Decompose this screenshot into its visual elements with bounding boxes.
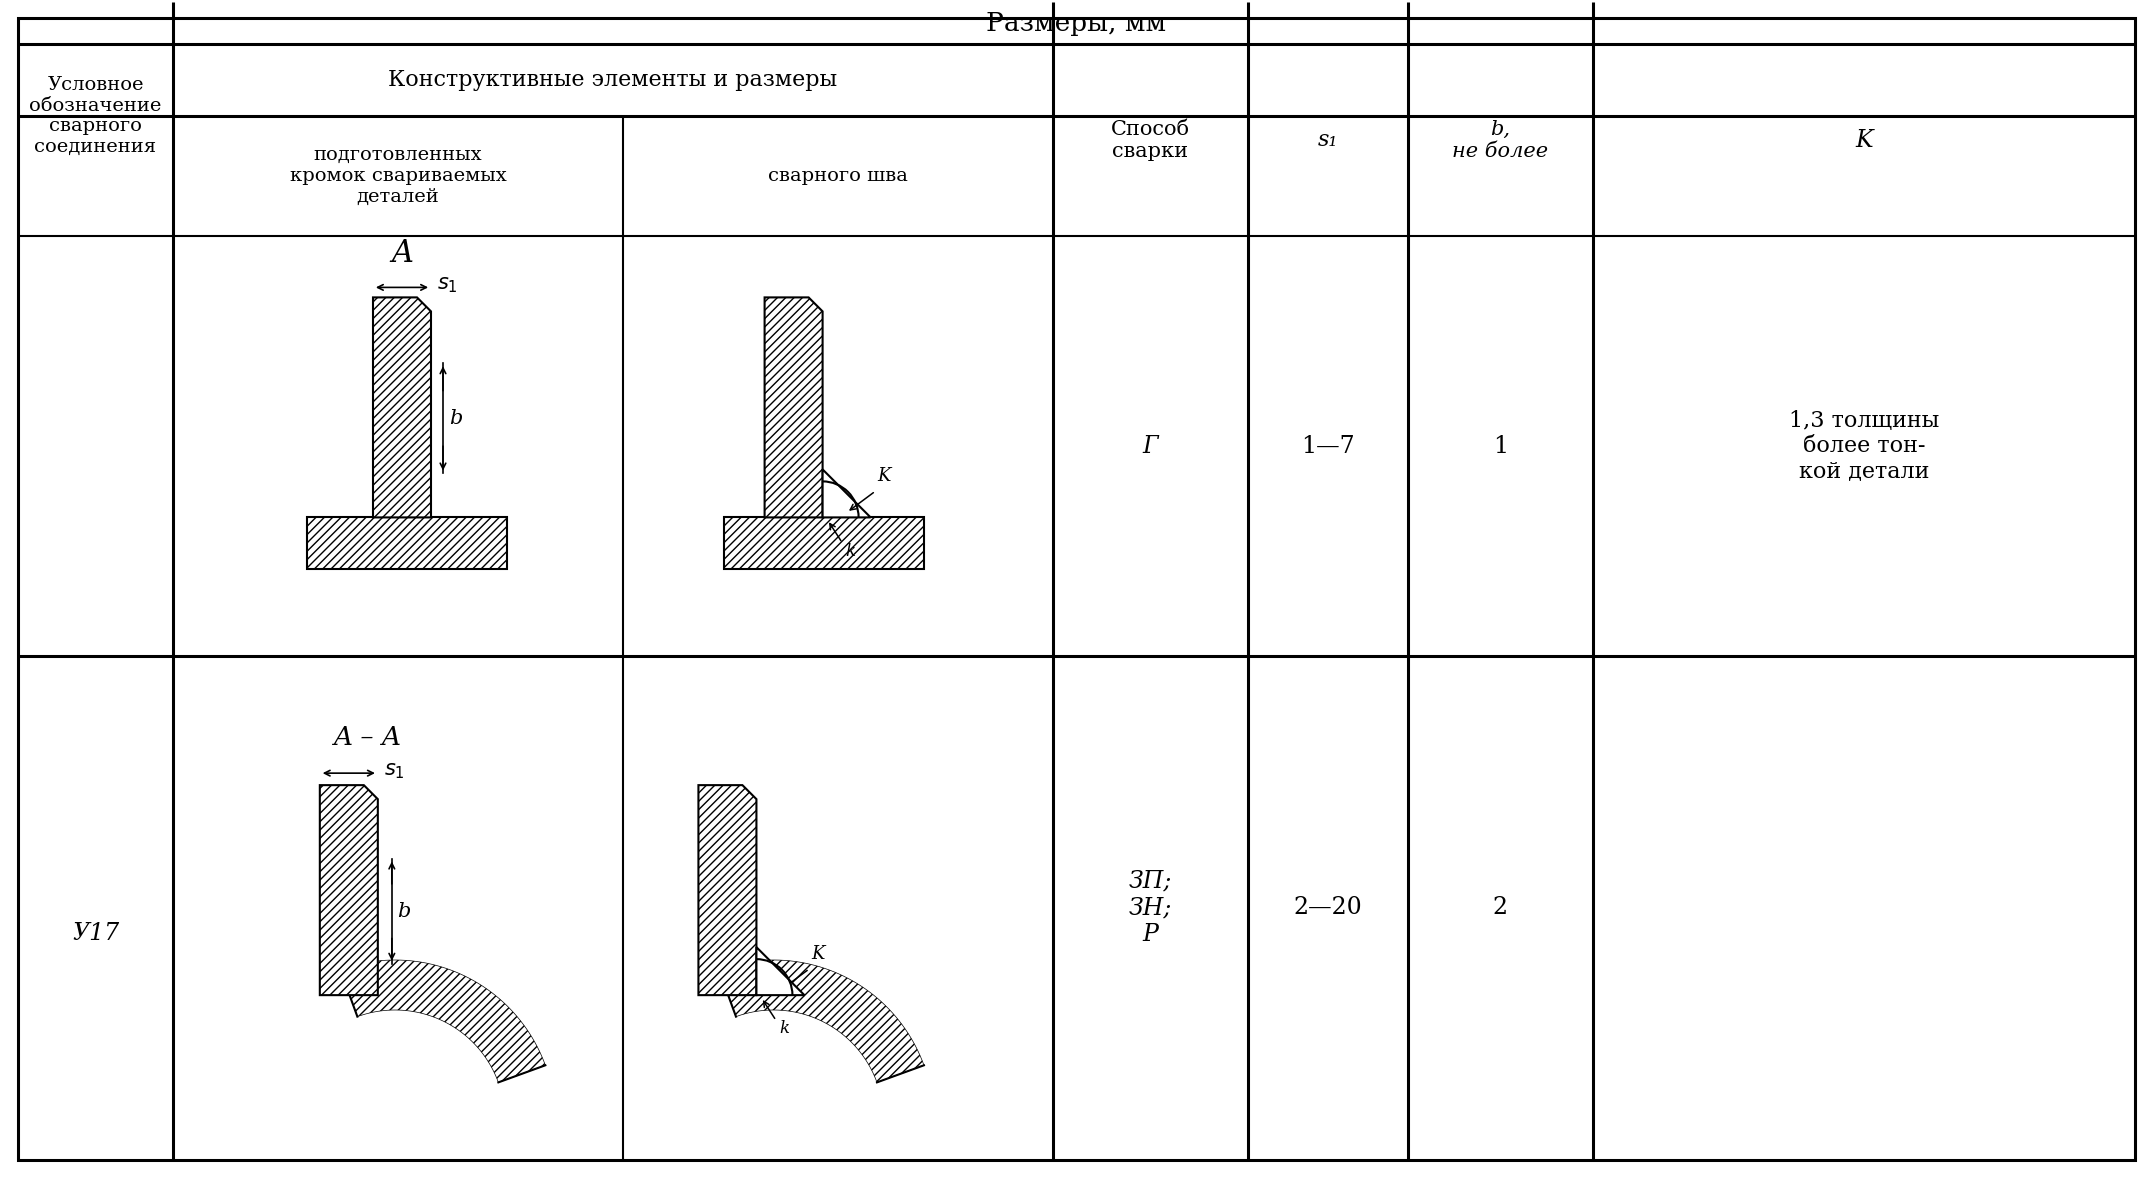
- Text: $s_1$: $s_1$: [437, 276, 459, 296]
- Text: b: b: [396, 901, 411, 921]
- Text: 1,3 толщины
более тон-
кой детали: 1,3 толщины более тон- кой детали: [1789, 410, 1940, 483]
- Text: A – A: A – A: [334, 726, 400, 750]
- Text: сварного шва: сварного шва: [769, 167, 909, 185]
- Text: Размеры, мм: Размеры, мм: [986, 11, 1167, 35]
- Polygon shape: [698, 786, 756, 995]
- Polygon shape: [756, 947, 805, 995]
- Text: K: K: [812, 945, 825, 962]
- Text: $s_1$: $s_1$: [383, 761, 405, 781]
- Text: 2—20: 2—20: [1294, 896, 1363, 920]
- Text: Г: Г: [1143, 435, 1158, 457]
- Text: K: K: [1856, 128, 1873, 152]
- Polygon shape: [764, 297, 822, 517]
- Text: b,
не более: b, не более: [1453, 119, 1548, 160]
- Polygon shape: [308, 517, 506, 569]
- Polygon shape: [719, 960, 924, 1083]
- Text: ЗП;
ЗН;
Р: ЗП; ЗН; Р: [1128, 869, 1171, 946]
- Text: подготовленных
кромок свариваемых
деталей: подготовленных кромок свариваемых детале…: [291, 146, 506, 206]
- Text: У17: У17: [71, 921, 118, 945]
- Polygon shape: [723, 517, 924, 569]
- Text: 1: 1: [1492, 435, 1507, 457]
- Polygon shape: [321, 786, 377, 995]
- Text: k: k: [846, 543, 855, 560]
- Text: A: A: [392, 238, 413, 270]
- Polygon shape: [372, 297, 431, 517]
- Text: 1—7: 1—7: [1300, 435, 1354, 457]
- Text: Способ
сварки: Способ сварки: [1111, 119, 1191, 160]
- Text: K: K: [878, 466, 891, 485]
- Text: 2: 2: [1492, 896, 1507, 920]
- Text: s₁: s₁: [1318, 130, 1339, 151]
- Text: Конструктивные элементы и размеры: Конструктивные элементы и размеры: [388, 70, 838, 91]
- Text: k: k: [779, 1020, 790, 1038]
- Polygon shape: [822, 469, 870, 517]
- Text: b: b: [450, 409, 463, 428]
- Polygon shape: [340, 960, 545, 1083]
- Text: Условное
обозначение
сварного
соединения: Условное обозначение сварного соединения: [30, 75, 161, 157]
